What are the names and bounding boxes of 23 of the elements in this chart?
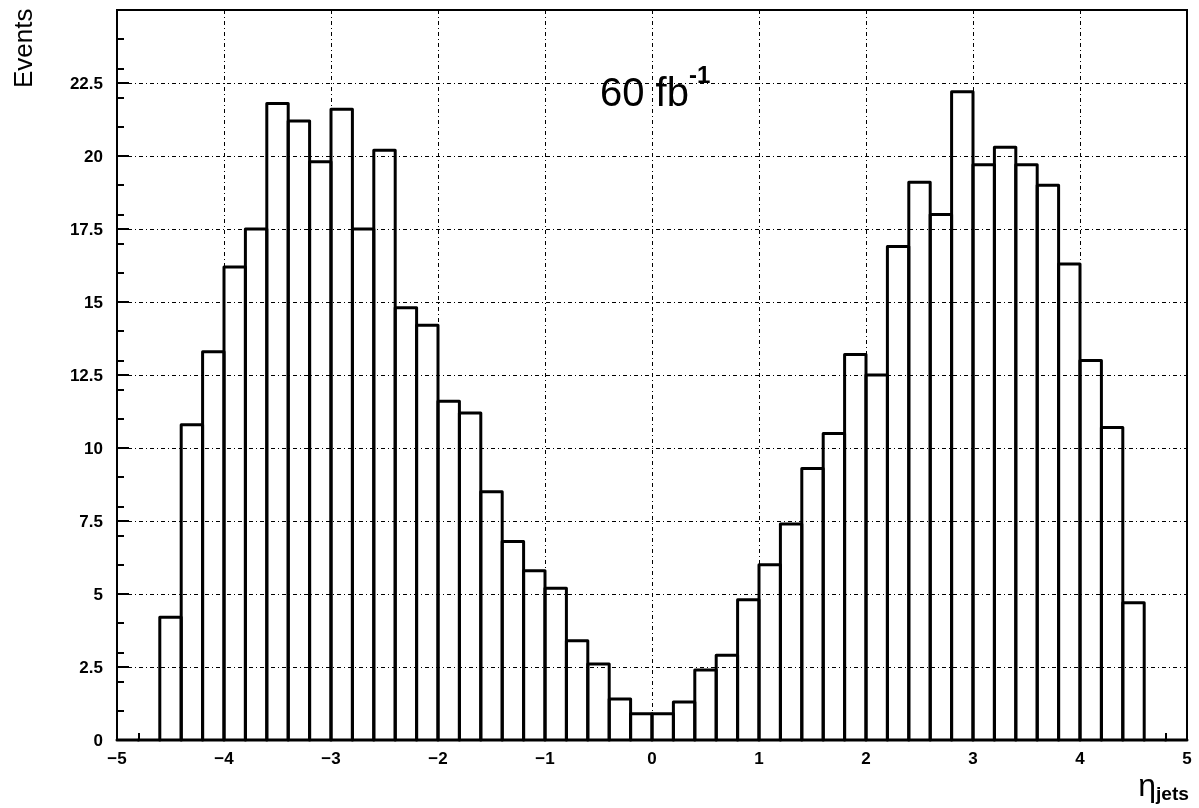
x-tick-label: 5 <box>1182 749 1192 768</box>
x-tick-label: −4 <box>214 749 235 768</box>
y-tick-label: 17.5 <box>69 219 103 239</box>
y-tick-label: 5 <box>93 584 103 604</box>
x-tick-label: −1 <box>535 749 555 768</box>
y-tick-label: 2.5 <box>79 657 103 677</box>
x-tick-label: 4 <box>1075 749 1086 768</box>
y-axis-title: Events <box>8 8 38 88</box>
y-tick-label: 20 <box>84 146 103 166</box>
y-tick-label: 22.5 <box>69 73 103 93</box>
x-axis-title: ηjets <box>1138 767 1190 804</box>
x-tick-label: 1 <box>754 749 764 768</box>
x-tick-label: −2 <box>428 749 448 768</box>
y-tick-label: 10 <box>84 438 103 458</box>
y-tick-label: 12.5 <box>69 365 103 385</box>
y-tick-label: 0 <box>93 730 103 750</box>
y-tick-label: 7.5 <box>79 511 103 531</box>
x-tick-label: −5 <box>107 749 127 768</box>
x-tick-label: 0 <box>647 749 657 768</box>
x-tick-label: 2 <box>861 749 871 768</box>
x-tick-label: 3 <box>968 749 978 768</box>
y-tick-label: 15 <box>84 292 103 312</box>
x-tick-label: −3 <box>321 749 341 768</box>
